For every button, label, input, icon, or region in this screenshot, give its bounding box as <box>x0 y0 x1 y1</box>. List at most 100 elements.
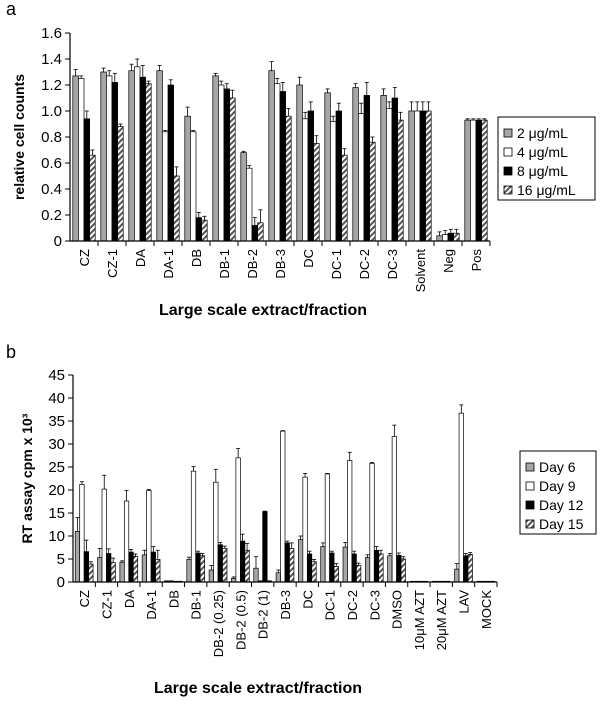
legend-label: Day 12 <box>539 497 584 513</box>
bar <box>132 555 139 583</box>
bar <box>298 539 304 583</box>
y-tick-label: 20 <box>48 482 65 499</box>
bar <box>351 553 357 583</box>
bar <box>190 131 197 242</box>
bar <box>101 488 107 583</box>
y-tick-label: 30 <box>48 436 65 453</box>
x-tick-label: CZ <box>77 590 92 607</box>
bar <box>72 75 79 242</box>
bar <box>373 549 380 583</box>
y-tick-label: 45 <box>48 367 65 384</box>
legend-label: 8 μg/mL <box>517 163 568 179</box>
bar <box>313 143 320 242</box>
bar <box>387 555 393 583</box>
bar <box>208 569 214 583</box>
bar <box>201 219 208 242</box>
bar <box>311 561 317 583</box>
bar <box>83 551 89 583</box>
bar <box>341 154 348 242</box>
x-tick-label: DC-1 <box>329 249 344 279</box>
bar <box>213 481 219 583</box>
bar <box>364 557 371 583</box>
bar <box>195 217 202 242</box>
bar <box>378 553 384 583</box>
bar <box>442 234 449 242</box>
y-tick-label: 0 <box>54 233 62 250</box>
bar <box>78 78 85 242</box>
y-axis-label: relative cell counts <box>11 74 27 200</box>
bar <box>324 92 331 242</box>
x-tick-label: DB-3 <box>273 249 288 279</box>
bar <box>251 225 258 242</box>
bar <box>284 542 290 583</box>
bar <box>146 490 152 583</box>
y-tick-label: 1.4 <box>41 51 62 68</box>
legend: Day 6 Day 9 Day 12 Day 15 <box>519 450 597 535</box>
x-tick-label: CZ <box>77 249 92 266</box>
bar <box>257 222 264 242</box>
x-tick-label: DC <box>301 249 316 268</box>
bar <box>481 119 488 242</box>
x-tick-label: DC-2 <box>345 590 360 620</box>
bar <box>156 70 163 242</box>
bar <box>391 436 397 583</box>
y-tick-label: 0.2 <box>41 207 62 224</box>
bar <box>240 152 247 242</box>
bar <box>324 473 330 583</box>
x-tick-label: CZ-1 <box>99 590 114 619</box>
y-tick-label: 25 <box>48 459 65 476</box>
bar <box>302 118 309 242</box>
bar <box>414 110 421 242</box>
bar <box>88 563 94 583</box>
x-tick-label: DMSO <box>390 590 405 629</box>
bar <box>447 232 454 242</box>
x-tick-label: MOCK <box>479 590 494 629</box>
bar <box>217 544 223 583</box>
bar <box>119 561 125 583</box>
bar <box>89 154 96 242</box>
bar <box>358 113 365 242</box>
bar <box>380 95 387 242</box>
bar <box>400 558 406 583</box>
legend-label: 16 μg/mL <box>517 182 576 198</box>
bar <box>150 551 156 583</box>
bar <box>212 75 219 242</box>
bar <box>134 66 141 242</box>
bar <box>79 484 85 583</box>
bar <box>475 119 482 242</box>
bar <box>274 83 281 242</box>
bar <box>436 235 443 242</box>
x-tick-label: DA-1 <box>144 590 159 620</box>
y-tick-label: 0 <box>57 574 65 591</box>
bar <box>347 460 353 583</box>
bar <box>253 567 259 583</box>
legend-swatch <box>525 462 535 472</box>
y-tick-label: 0.8 <box>41 129 62 146</box>
x-tick-label: DC-3 <box>385 249 400 279</box>
legend-swatch <box>503 185 513 195</box>
bar <box>100 71 107 242</box>
legend-label: 2 μg/mL <box>517 125 568 141</box>
bar <box>155 559 161 583</box>
bar <box>184 115 191 242</box>
x-axis-label: Large scale extract/fraction <box>159 302 367 319</box>
bar <box>296 84 303 242</box>
x-tick-label: DB-2 (0.25) <box>211 590 226 657</box>
bar <box>240 540 246 583</box>
bar <box>289 548 295 583</box>
x-tick-label: Pos <box>469 249 484 272</box>
bar <box>218 84 225 242</box>
bar <box>307 110 314 242</box>
bar <box>111 82 118 242</box>
bar <box>262 511 268 583</box>
x-tick-label: 10μM AZT <box>412 590 427 650</box>
legend-label: Day 15 <box>539 516 584 532</box>
x-tick-label: DB <box>166 590 181 608</box>
x-tick-label: 20μM AZT <box>434 590 449 650</box>
bar <box>419 110 426 242</box>
x-tick-label: DA-1 <box>161 249 176 279</box>
legend-swatch <box>525 481 535 491</box>
x-tick-label: LAV <box>457 590 472 614</box>
bar <box>110 562 116 583</box>
